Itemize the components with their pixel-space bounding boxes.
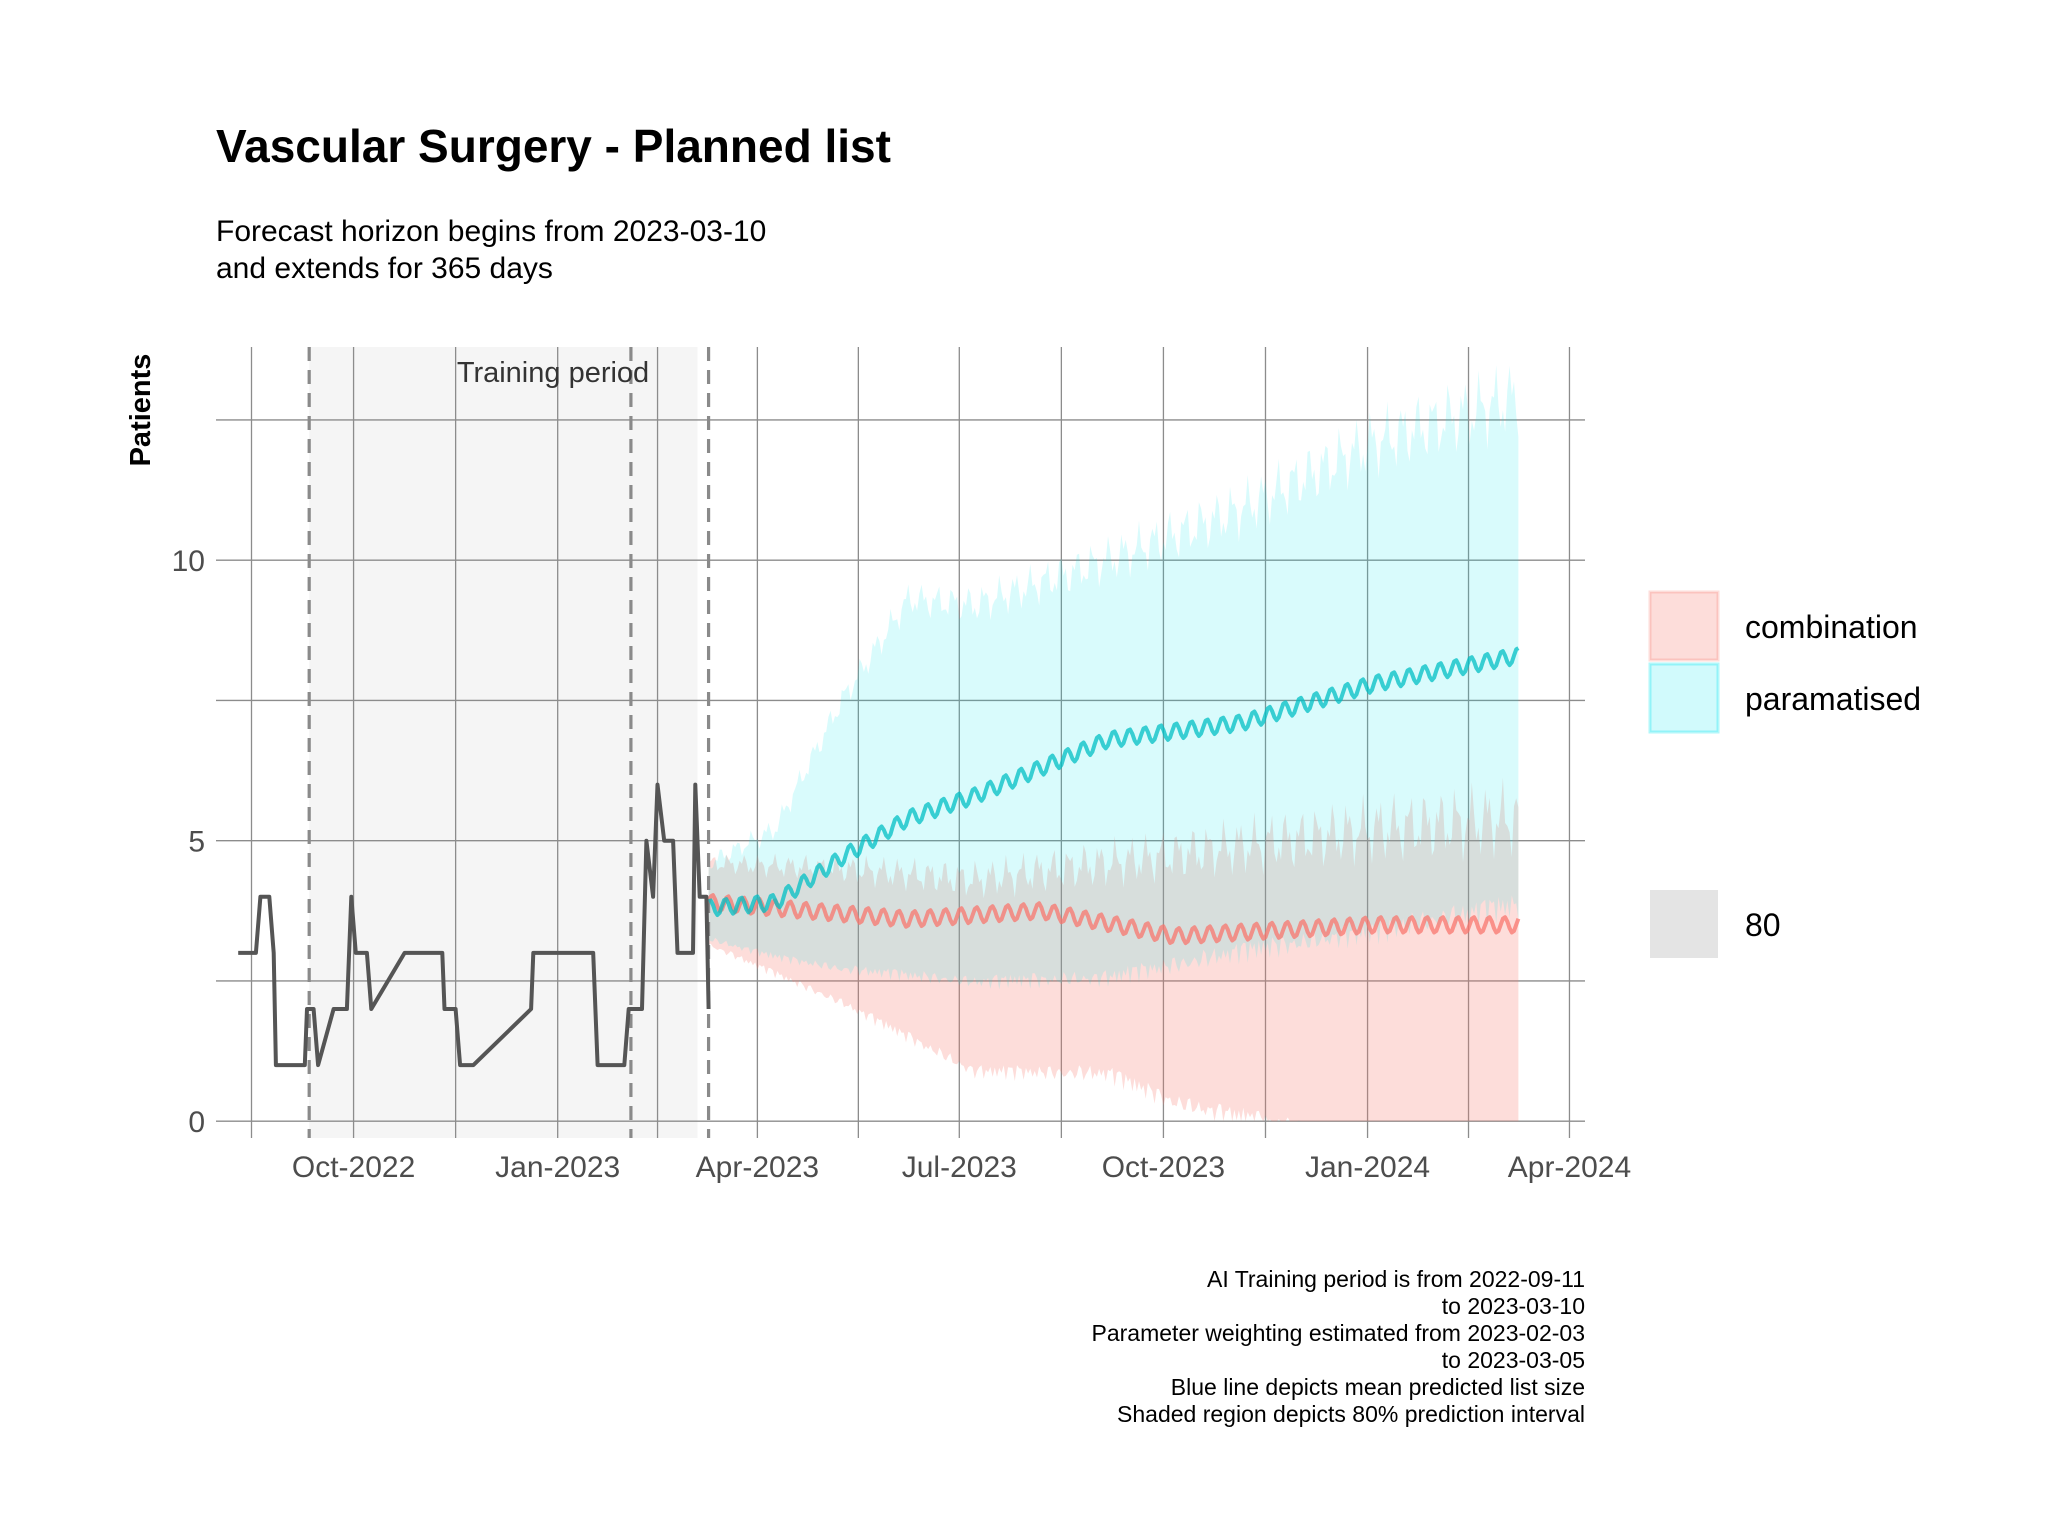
observed-line [238, 782, 711, 1068]
y-tick-label: 0 [188, 1106, 205, 1139]
caption-line-5: Blue line depicts mean predicted list si… [1171, 1374, 1585, 1400]
series-lines [238, 646, 1521, 1068]
training-boundaries [307, 347, 711, 1138]
gridlines [216, 347, 1585, 1138]
caption-line-6: Shaded region depicts 80% prediction int… [1117, 1401, 1585, 1427]
caption-line-2: to 2023-03-10 [1442, 1293, 1585, 1319]
caption-line-4: to 2023-03-05 [1442, 1347, 1585, 1373]
legend-key-combination [1648, 590, 1720, 662]
axis-ticks: 0 5 10 Oct-2022 Jan-2023 Apr-2023 Jul-2023 Oct-… [172, 545, 1632, 1184]
y-tick-label: 10 [172, 545, 205, 578]
training-period-label: Training period [457, 357, 649, 389]
legend-label-paramatised: paramatised [1745, 681, 1921, 717]
chart-subtitle-line-2: and extends for 365 days [216, 252, 553, 285]
legend-key-paramatised [1648, 662, 1720, 734]
caption-line-3: Parameter weighting estimated from 2023-… [1092, 1320, 1585, 1346]
mean-line-paramatised [707, 646, 1520, 917]
training-period-layer [309, 347, 698, 1138]
x-tick-label: Jul-2023 [902, 1151, 1017, 1184]
legend-label-level: 80 [1745, 907, 1781, 943]
x-tick-label: Apr-2023 [696, 1151, 819, 1184]
mean-line-combination [706, 893, 1521, 946]
caption: AI Training period is from 2022-09-11 to… [1092, 1266, 1585, 1427]
chart-subtitle-line-1: Forecast horizon begins from 2023-03-10 [216, 215, 766, 248]
x-tick-label: Oct-2022 [292, 1151, 415, 1184]
band-combination [708, 777, 1519, 1122]
y-axis-label: Patients [125, 354, 157, 467]
prediction-bands [708, 365, 1519, 1122]
x-tick-label: Jan-2024 [1305, 1151, 1430, 1184]
training-period-shade [309, 347, 698, 1138]
x-tick-label: Apr-2024 [1508, 1151, 1631, 1184]
band-paramatised [708, 365, 1519, 990]
legend-key-level [1650, 890, 1718, 958]
x-tick-label: Oct-2023 [1102, 1151, 1225, 1184]
legend: combination paramatised 80 [1648, 590, 1921, 958]
legend-label-combination: combination [1745, 609, 1918, 645]
chart-title: Vascular Surgery - Planned list [216, 120, 891, 172]
caption-line-1: AI Training period is from 2022-09-11 [1207, 1266, 1585, 1292]
y-tick-label: 5 [188, 826, 205, 859]
x-tick-label: Jan-2023 [495, 1151, 620, 1184]
